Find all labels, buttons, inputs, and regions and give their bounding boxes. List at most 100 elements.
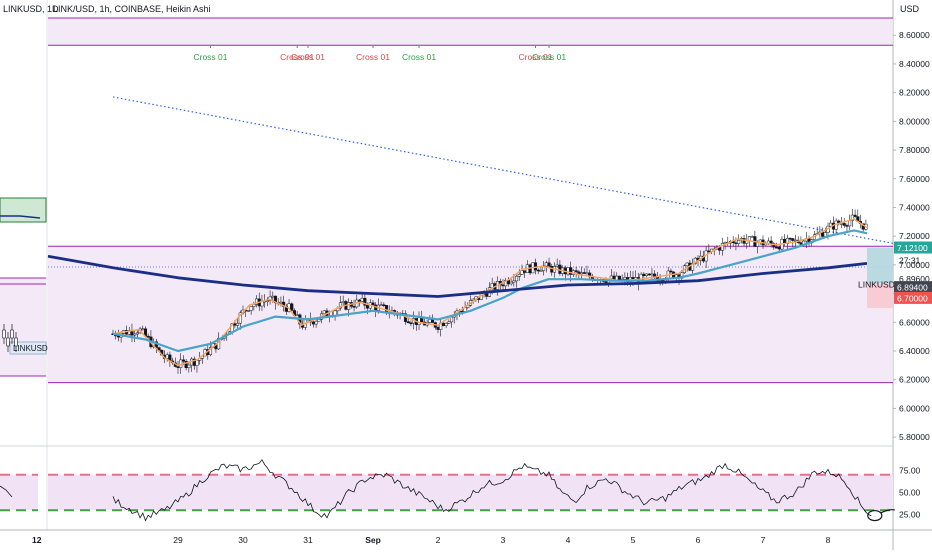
candle-85	[341, 301, 345, 303]
candle-92	[360, 297, 364, 302]
candle-93	[363, 297, 367, 306]
currency-label: USD	[900, 4, 920, 14]
candle-47	[238, 312, 242, 324]
signal-label-2: Cross 01	[291, 52, 325, 62]
candle-246	[777, 246, 781, 250]
x-tick-7: 5	[631, 535, 636, 545]
candle-91	[357, 299, 362, 302]
candle-184	[609, 275, 613, 280]
candle-87	[347, 302, 351, 310]
candle-182	[604, 281, 608, 283]
position-symbol-label: LINKUSD	[858, 280, 895, 290]
candle-24	[176, 366, 180, 368]
candle-152	[523, 270, 527, 273]
y-tick-7: 7.20000	[899, 231, 930, 241]
x-tick-0: 29	[173, 535, 183, 545]
y-tick-8: 7.40000	[899, 202, 930, 212]
left-rsi-band	[0, 474, 38, 511]
rsi-y-tick-0: 25.00	[899, 510, 921, 520]
x-tick-5: 3	[501, 535, 506, 545]
x-tick-left: 12	[32, 535, 42, 545]
candle-11	[141, 328, 145, 331]
candle-206	[669, 270, 673, 273]
candle-149	[514, 276, 519, 282]
left-candle-0	[2, 329, 6, 339]
candle-100	[382, 304, 386, 307]
candle-175	[585, 272, 589, 275]
left-mini-chart: LINKUSD	[0, 197, 48, 512]
left-symbol-label: LINKUSD, 1D	[3, 4, 59, 14]
rsi-pane	[48, 459, 895, 522]
candle-174	[582, 272, 586, 274]
x-tick-8: 6	[696, 535, 701, 545]
candle-59	[271, 295, 275, 298]
candle-171	[574, 270, 578, 273]
zone-box-0	[48, 246, 893, 383]
ema-layer	[47, 218, 868, 367]
candle-27	[184, 361, 188, 368]
candle-117	[428, 319, 432, 323]
candle-109	[406, 321, 410, 323]
candle-118	[431, 319, 435, 323]
candle-251	[791, 238, 795, 241]
left-rsi-line	[0, 485, 13, 498]
candle-96	[371, 302, 375, 306]
candle-13	[146, 335, 150, 338]
candle-230	[734, 242, 738, 245]
y-tick-6: 7.00000	[899, 260, 930, 270]
candle-197	[644, 273, 649, 276]
ema-line-1	[112, 229, 868, 353]
target-zone	[867, 247, 893, 284]
candle-186	[615, 275, 619, 281]
candle-231	[737, 240, 741, 244]
y-tick-3: 6.40000	[899, 346, 930, 356]
x-tick-9: 7	[761, 535, 766, 545]
candle-254	[799, 242, 803, 245]
candle-66	[290, 303, 294, 311]
candle-165	[558, 264, 562, 274]
left-symbol-tag-text: LINKUSD	[13, 344, 48, 353]
candle-51	[249, 306, 253, 311]
left-zone-box	[0, 278, 46, 376]
x-tick-3: Sep	[365, 535, 381, 545]
candle-196	[642, 273, 646, 276]
candle-62	[279, 301, 283, 304]
x-tick-1: 30	[238, 535, 248, 545]
candle-233	[742, 238, 746, 244]
axes-layer: 5.800006.000006.200006.400006.600006.800…	[32, 30, 932, 545]
candle-220	[707, 250, 711, 253]
candle-20	[165, 354, 169, 359]
x-tick-6: 4	[566, 535, 571, 545]
y-tick-1: 6.00000	[899, 403, 930, 413]
candle-147	[509, 281, 513, 285]
candle-78	[322, 310, 326, 315]
candle-173	[579, 272, 584, 275]
zone-layer	[48, 17, 893, 384]
candle-144	[501, 284, 505, 287]
left-candle-2	[10, 329, 14, 339]
stop-zone	[867, 283, 893, 308]
candle-123	[444, 323, 448, 326]
zone-box-1	[48, 18, 893, 46]
candle-28	[187, 364, 191, 368]
candle-236	[750, 236, 754, 238]
price-tag-symbol-value: 6.89600	[899, 274, 930, 284]
main-symbol-label: LINK/USD, 1h, COINBASE, Heikin Ashi	[53, 4, 211, 14]
candle-272	[848, 220, 852, 227]
y-tick-12: 8.20000	[899, 88, 930, 98]
candle-94	[366, 305, 370, 309]
candle-124	[447, 321, 451, 324]
candle-110	[409, 322, 413, 324]
signal-label-3: Cross 01	[356, 52, 390, 62]
candle-84	[338, 302, 343, 309]
price-tag-entry-text: 6.89400	[897, 283, 928, 293]
candle-270	[842, 223, 846, 226]
candle-9	[135, 332, 139, 335]
ema-line-0	[112, 218, 868, 367]
y-tick-2: 6.20000	[899, 375, 930, 385]
candle-89	[352, 306, 356, 308]
rsi-line	[112, 459, 872, 522]
